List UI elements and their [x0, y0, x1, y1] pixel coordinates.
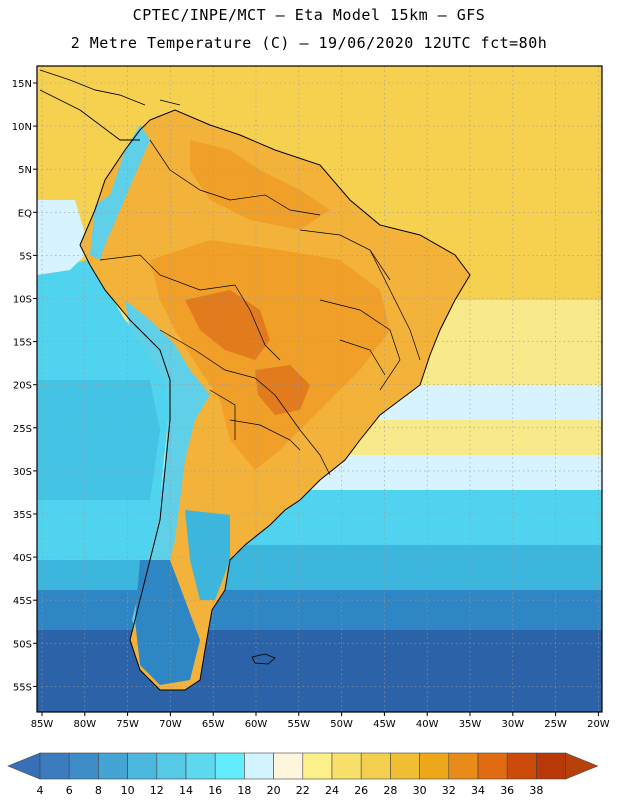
lat-label: EQ: [18, 208, 32, 219]
colorbar-label: 10: [121, 784, 135, 797]
colorbar-swatch: [360, 752, 391, 780]
lon-label: 75W: [116, 719, 139, 730]
country-borders: [99, 139, 421, 476]
lon-label: 70W: [159, 719, 182, 730]
colorbar-swatch: [127, 752, 158, 780]
colorbar-swatch: [68, 752, 99, 780]
colorbar-label: 24: [325, 784, 339, 797]
colorbar-swatch: [302, 752, 333, 780]
colorbar-label: 4: [37, 784, 44, 797]
colorbar-swatch: [156, 752, 187, 780]
lon-label: 80W: [73, 719, 96, 730]
map-title-line1: CPTEC/INPE/MCT – Eta Model 15km – GFS: [132, 6, 486, 24]
colorbar-label: 36: [500, 784, 514, 797]
lon-label: 35W: [459, 719, 482, 730]
colorbar-label: 12: [150, 784, 164, 797]
colorbar-swatch: [331, 752, 362, 780]
lon-label: 20W: [587, 719, 610, 730]
lat-label: 10S: [13, 295, 32, 306]
lat-label: 50S: [13, 639, 32, 650]
colorbar-swatch: [506, 752, 537, 780]
colorbar-swatch: [419, 752, 450, 780]
colorbar-label: 26: [354, 784, 368, 797]
colorbar-right-arrow: [565, 752, 599, 780]
colorbar-label: 6: [66, 784, 73, 797]
lon-label: 40W: [416, 719, 439, 730]
lon-label: 30W: [501, 719, 524, 730]
colorbar-swatch: [244, 752, 274, 780]
lon-label: 60W: [245, 719, 268, 730]
map-title-line2: 2 Metre Temperature (C) – 19/06/2020 12U…: [70, 34, 548, 52]
colorbar-swatch: [214, 752, 245, 780]
lat-label: 20S: [13, 381, 32, 392]
colorbar-label: 20: [267, 784, 281, 797]
lon-label: 55W: [287, 719, 310, 730]
colorbar-label: 22: [296, 784, 310, 797]
colorbar-swatch: [536, 752, 566, 780]
colorbar-swatch: [39, 752, 70, 780]
falkland-islands: [251, 653, 276, 665]
lat-label: 35S: [13, 510, 32, 521]
colorbar-swatch: [390, 752, 420, 780]
central-america-coast: [39, 69, 181, 141]
latitude-labels: 15N 10N 5N EQ 5S 10S 15S 20S 25S 30S 35S 40S 45S 50S 5…: [12, 79, 37, 693]
lat-label: 15S: [13, 338, 32, 349]
lat-label: 30S: [13, 467, 32, 478]
lon-label: 25W: [544, 719, 567, 730]
colorbar-swatch: [98, 752, 128, 780]
lat-label: 40S: [13, 553, 32, 564]
colorbar-label: 34: [471, 784, 485, 797]
colorbar-swatch: [185, 752, 216, 780]
colorbar-label: 14: [179, 784, 193, 797]
colorbar-swatch: [477, 752, 508, 780]
colorbar: 4 6 8 10 12 14 16 18 20 22 24 26 28 30 32 34 36 38: [7, 752, 599, 797]
colorbar-left-arrow: [7, 752, 41, 780]
longitude-labels: 85W 80W 75W 70W 65W 60W 55W 50W 45W 40W 35W 30W 25W 2…: [31, 712, 610, 730]
map-frame: [36, 65, 603, 713]
colorbar-swatch: [448, 752, 479, 780]
lon-label: 45W: [373, 719, 396, 730]
colorbar-swatch: [273, 752, 304, 780]
lon-label: 65W: [202, 719, 225, 730]
lat-label: 45S: [13, 596, 32, 607]
map-field: [37, 66, 602, 712]
lat-label: 10N: [12, 122, 32, 133]
colorbar-label: 38: [529, 784, 543, 797]
colorbar-label: 32: [442, 784, 456, 797]
lat-label: 5S: [19, 251, 32, 262]
colorbar-label: 28: [383, 784, 397, 797]
colorbar-label: 18: [237, 784, 251, 797]
colorbar-label: 16: [208, 784, 222, 797]
lon-label: 50W: [330, 719, 353, 730]
colorbar-label: 8: [95, 784, 102, 797]
lon-label: 85W: [31, 719, 54, 730]
temperature-map: 15N 10N 5N EQ 5S 10S 15S 20S 25S 30S 35S 40S 45S 50S 5…: [12, 65, 610, 730]
lat-label: 55S: [13, 682, 32, 693]
colorbar-label: 30: [413, 784, 427, 797]
lat-label: 25S: [13, 424, 32, 435]
coastline: [79, 109, 471, 691]
lat-label: 5N: [18, 165, 32, 176]
lat-label: 15N: [12, 79, 32, 90]
